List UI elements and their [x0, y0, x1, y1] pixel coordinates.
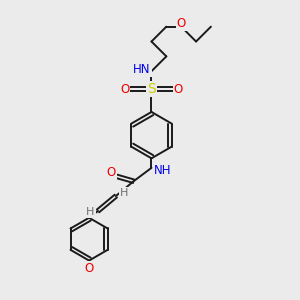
Text: O: O — [177, 17, 186, 30]
Text: NH: NH — [154, 164, 172, 177]
Text: O: O — [84, 262, 94, 275]
Text: H: H — [86, 207, 95, 218]
Text: S: S — [147, 82, 156, 96]
Text: HN: HN — [133, 63, 151, 76]
Text: O: O — [174, 82, 183, 96]
Text: H: H — [120, 188, 128, 197]
Text: O: O — [120, 82, 129, 96]
Text: O: O — [107, 166, 116, 179]
